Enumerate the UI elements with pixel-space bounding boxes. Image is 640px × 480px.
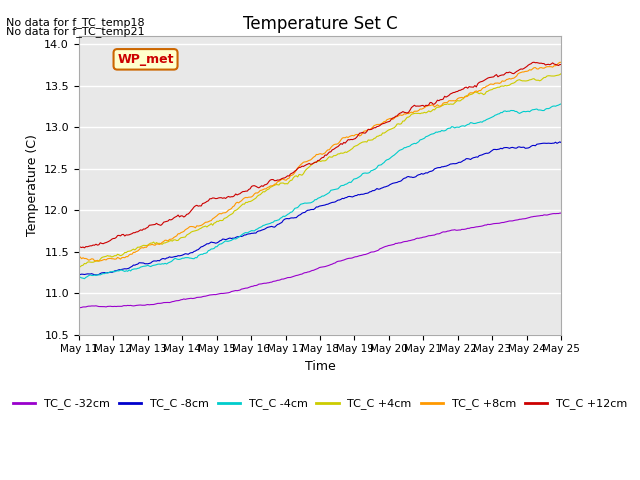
- Line: TC_C -8cm: TC_C -8cm: [79, 142, 561, 275]
- TC_C +4cm: [347, 146, 355, 152]
- TC_C -32cm: [81, 304, 88, 310]
- TC_C +12cm: [82, 244, 90, 250]
- TC_C +12cm: [530, 60, 538, 65]
- TC_C -4cm: [477, 119, 484, 125]
- Text: No data for f_TC_temp21: No data for f_TC_temp21: [6, 26, 145, 37]
- TC_C +8cm: [75, 253, 83, 259]
- TC_C +12cm: [347, 136, 355, 142]
- TC_C -4cm: [75, 274, 83, 280]
- Line: TC_C +4cm: TC_C +4cm: [79, 73, 561, 267]
- TC_C +8cm: [347, 133, 355, 139]
- TC_C -8cm: [183, 251, 191, 257]
- TC_C +12cm: [557, 61, 565, 67]
- Line: TC_C -4cm: TC_C -4cm: [79, 104, 561, 279]
- TC_C +8cm: [471, 89, 479, 95]
- X-axis label: Time: Time: [305, 360, 335, 373]
- TC_C -4cm: [183, 255, 191, 261]
- TC_C +4cm: [76, 264, 84, 270]
- Text: No data for f_TC_temp18: No data for f_TC_temp18: [6, 17, 145, 28]
- TC_C +8cm: [220, 210, 228, 216]
- TC_C +12cm: [477, 79, 484, 84]
- TC_C -4cm: [81, 276, 88, 282]
- TC_C -32cm: [75, 305, 83, 311]
- TC_C +4cm: [471, 89, 479, 95]
- TC_C +8cm: [557, 60, 565, 65]
- TC_C -32cm: [470, 225, 477, 230]
- TC_C +12cm: [183, 212, 191, 217]
- TC_C -32cm: [476, 224, 483, 229]
- Line: TC_C +8cm: TC_C +8cm: [79, 62, 561, 261]
- TC_C -4cm: [82, 275, 90, 280]
- TC_C -8cm: [556, 139, 564, 145]
- TC_C +8cm: [477, 88, 484, 94]
- TC_C -8cm: [557, 140, 565, 145]
- TC_C +12cm: [220, 195, 228, 201]
- TC_C -4cm: [557, 101, 565, 107]
- TC_C +4cm: [557, 71, 565, 76]
- TC_C +8cm: [81, 256, 88, 262]
- TC_C -8cm: [471, 155, 479, 160]
- TC_C +12cm: [81, 245, 88, 251]
- TC_C -32cm: [182, 297, 189, 302]
- TC_C -32cm: [346, 255, 353, 261]
- TC_C +8cm: [95, 258, 102, 264]
- Title: Temperature Set C: Temperature Set C: [243, 15, 397, 33]
- TC_C -32cm: [557, 210, 565, 216]
- TC_C -8cm: [220, 236, 228, 242]
- Line: TC_C -32cm: TC_C -32cm: [79, 213, 561, 308]
- Text: WP_met: WP_met: [117, 53, 174, 66]
- TC_C -8cm: [92, 272, 100, 278]
- TC_C +4cm: [75, 264, 83, 269]
- TC_C -8cm: [75, 272, 83, 277]
- TC_C +4cm: [183, 232, 191, 238]
- TC_C +8cm: [183, 226, 191, 232]
- TC_C -8cm: [477, 152, 484, 158]
- TC_C -32cm: [219, 290, 227, 296]
- TC_C +12cm: [471, 83, 479, 88]
- TC_C +4cm: [477, 90, 484, 96]
- TC_C +12cm: [75, 244, 83, 250]
- TC_C -4cm: [471, 120, 479, 126]
- Line: TC_C +12cm: TC_C +12cm: [79, 62, 561, 248]
- TC_C +4cm: [220, 216, 228, 221]
- Legend: TC_C -32cm, TC_C -8cm, TC_C -4cm, TC_C +4cm, TC_C +8cm, TC_C +12cm: TC_C -32cm, TC_C -8cm, TC_C -4cm, TC_C +…: [8, 394, 632, 414]
- TC_C -4cm: [347, 180, 355, 185]
- TC_C -8cm: [347, 194, 355, 200]
- TC_C +4cm: [82, 261, 90, 267]
- TC_C -4cm: [220, 239, 228, 245]
- TC_C +8cm: [556, 60, 564, 65]
- TC_C -8cm: [81, 272, 88, 277]
- Y-axis label: Temperature (C): Temperature (C): [26, 134, 38, 236]
